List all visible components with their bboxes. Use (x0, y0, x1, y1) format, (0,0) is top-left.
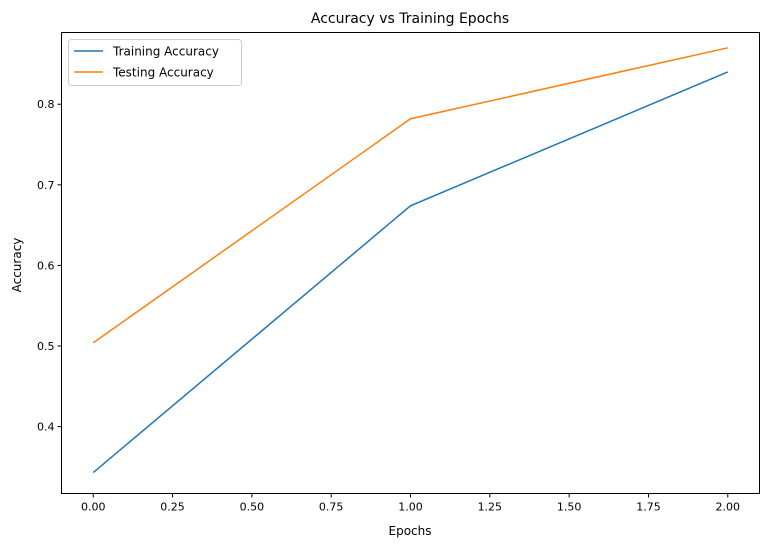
x-tick-label: 1.75 (636, 501, 661, 514)
legend-label: Testing Accuracy (112, 66, 214, 80)
legend-box (68, 39, 242, 86)
ticks: 0.00 0.25 0.50 0.75 1.00 1.25 1.50 1.75 2.00 0.4 0… (37, 98, 740, 513)
y-tick-label: 0.5 (37, 340, 55, 353)
x-axis-label: Epochs (389, 524, 432, 538)
x-tick-label: 1.50 (557, 501, 582, 514)
y-tick-label: 0.4 (37, 421, 55, 434)
x-tick-label: 0.75 (319, 501, 344, 514)
plot-frame (61, 32, 760, 494)
series-lines (92, 47, 729, 474)
y-tick-label: 0.7 (37, 179, 55, 192)
x-tick-label: 1.00 (398, 501, 423, 514)
x-tick-label: 0.50 (240, 501, 265, 514)
series-line-1 (92, 47, 728, 344)
y-tick-label: 0.8 (37, 98, 55, 111)
x-tick-label: 0.00 (81, 501, 106, 514)
legend: Training Accuracy Testing Accuracy (68, 39, 242, 86)
y-axis-label: Accuracy (10, 238, 24, 293)
x-tick-label: 2.00 (716, 501, 741, 514)
x-tick-label: 0.25 (160, 501, 185, 514)
x-tick-label: 1.25 (478, 501, 503, 514)
series-line-0 (92, 71, 729, 474)
legend-label: Training Accuracy (112, 45, 219, 59)
chart-title: Accuracy vs Training Epochs (311, 11, 509, 27)
y-tick-label: 0.6 (37, 259, 55, 272)
